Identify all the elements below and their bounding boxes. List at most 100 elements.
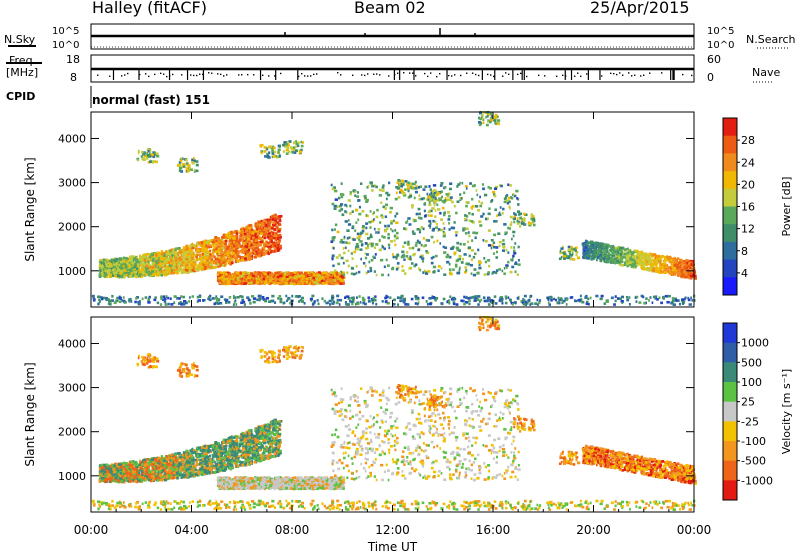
- power-cell: [105, 273, 108, 277]
- nave-point: [124, 74, 126, 76]
- power-cell: [147, 273, 151, 277]
- power-cell: [268, 240, 271, 244]
- nave-point: [127, 72, 129, 75]
- power-cell: [268, 232, 271, 235]
- power-cell: [272, 243, 275, 247]
- velocity-cell: [271, 444, 273, 448]
- velocity-cell: [152, 457, 156, 460]
- power-cell: [221, 246, 225, 250]
- power-cell: [169, 249, 172, 253]
- power-cell: [155, 257, 158, 260]
- power-cell: [235, 232, 239, 235]
- velocity-cell: [132, 462, 136, 466]
- velocity-cell: [120, 479, 124, 483]
- power-cell: [231, 244, 234, 247]
- power-cell: [233, 254, 236, 257]
- power-cell: [250, 245, 254, 249]
- power-cell: [203, 239, 206, 243]
- velocity-cell: [163, 458, 166, 461]
- velocity-cell: [209, 449, 212, 452]
- power-cell: [239, 256, 243, 260]
- power-cell: [270, 250, 272, 254]
- power-cell: [122, 258, 125, 262]
- power-cell: [242, 242, 245, 245]
- power-cell: [270, 231, 273, 234]
- power-cell: [249, 256, 253, 260]
- velocity-cell: [213, 471, 216, 474]
- velocity-cell: [249, 445, 252, 449]
- velocity-cell: [206, 446, 209, 449]
- power-cell: [256, 235, 258, 239]
- nave-point: [424, 72, 426, 75]
- velocity-cell: [188, 475, 192, 478]
- velocity-cell: [252, 445, 255, 448]
- power-cell: [134, 265, 137, 269]
- velocity-cell: [236, 445, 240, 449]
- velocity-cell: [177, 466, 180, 470]
- velocity-cell: [250, 433, 253, 436]
- power-cell: [248, 251, 251, 254]
- power-cell: [145, 267, 149, 271]
- velocity-cell: [251, 441, 255, 444]
- nave-point: [196, 74, 198, 77]
- power-cell: [224, 242, 227, 246]
- velocity-cell: [164, 472, 167, 475]
- power-cell: [195, 244, 199, 248]
- power-cell: [268, 218, 272, 222]
- power-cell: [100, 271, 104, 275]
- velocity-cell: [136, 475, 139, 478]
- velocity-cell: [277, 453, 281, 456]
- power-cell: [151, 261, 154, 265]
- nave-point: [337, 72, 339, 74]
- nave-point: [241, 74, 243, 76]
- velocity-cell: [100, 463, 103, 467]
- velocity-cell: [219, 446, 223, 450]
- power-cell: [125, 256, 128, 260]
- station-title: Halley (fitACF): [92, 0, 207, 17]
- power-cell: [226, 252, 229, 255]
- power-cell: [159, 256, 162, 260]
- velocity-cell: [109, 470, 113, 473]
- power-cell: [247, 248, 251, 252]
- power-cell: [173, 271, 177, 274]
- power-cell: [132, 255, 135, 258]
- power-cell: [156, 273, 160, 277]
- power-cell: [161, 253, 164, 256]
- power-cell: [119, 260, 124, 264]
- velocity-cell: [195, 463, 199, 466]
- power-cell: [214, 236, 218, 239]
- velocity-cell: [191, 448, 193, 452]
- nave-point: [544, 75, 546, 77]
- power-cell: [276, 217, 280, 220]
- power-cell: [250, 230, 253, 234]
- velocity-cell: [169, 454, 172, 458]
- velocity-cell: [225, 452, 229, 456]
- velocity-cell: [267, 448, 271, 452]
- power-cell: [272, 245, 275, 249]
- nave-point: [364, 74, 366, 77]
- power-cell: [231, 242, 235, 246]
- velocity-cell: [127, 480, 130, 483]
- power-cell: [213, 261, 216, 265]
- power-cell: [197, 241, 201, 245]
- nave-point: [586, 73, 588, 75]
- velocity-cell: [262, 431, 265, 434]
- velocity-cell: [251, 459, 254, 463]
- power-cell: [192, 256, 195, 260]
- velocity-cell: [175, 461, 179, 464]
- power-cell: [253, 248, 257, 252]
- velocity-cell: [228, 466, 232, 469]
- power-cell: [141, 268, 145, 272]
- power-cell: [268, 221, 271, 224]
- velocity-cell: [185, 464, 188, 468]
- velocity-cell: [100, 476, 104, 480]
- power-cell: [112, 268, 116, 272]
- velocity-cell: [267, 438, 270, 442]
- velocity-cell: [265, 455, 268, 458]
- power-cell: [162, 260, 166, 264]
- velocity-cell: [212, 471, 215, 474]
- power-cell: [269, 247, 272, 251]
- nave-point: [613, 72, 615, 75]
- nave-point: [340, 74, 342, 76]
- velocity-cell: [208, 454, 211, 458]
